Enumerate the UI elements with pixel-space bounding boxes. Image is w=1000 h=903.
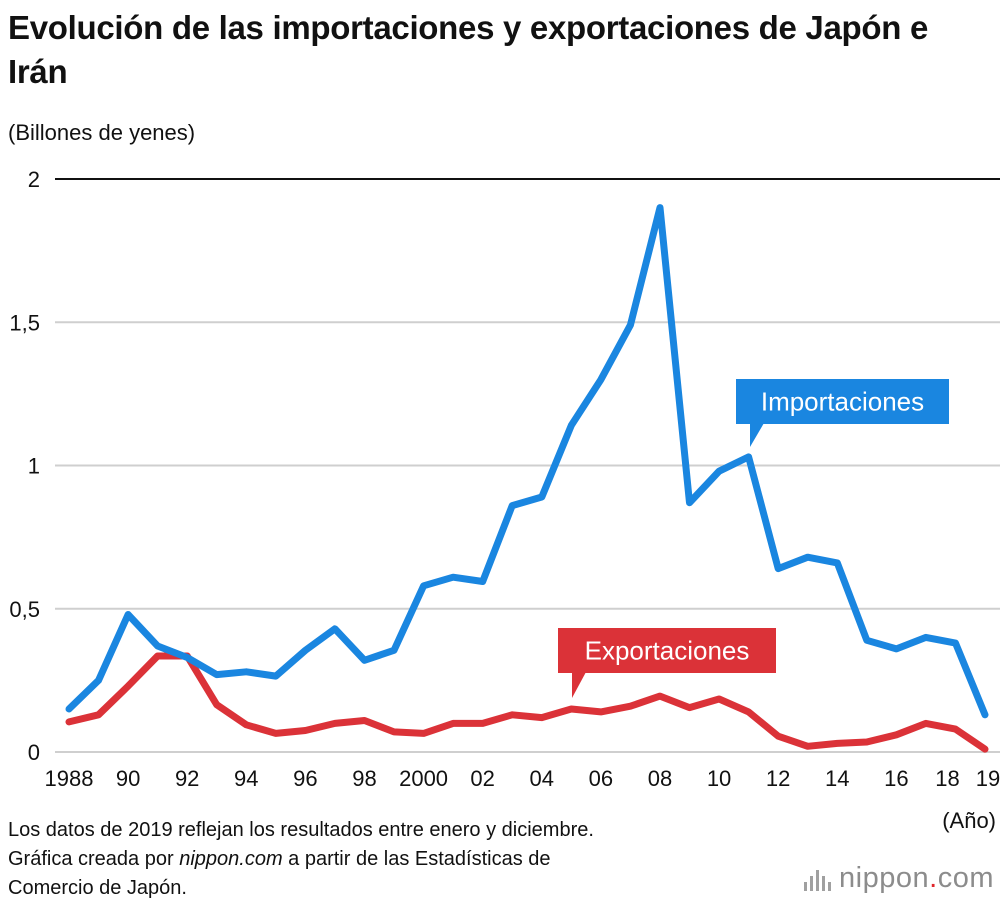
y-tick-label: 0 <box>28 740 40 765</box>
x-tick-label: 02 <box>470 766 494 791</box>
callout-label: Exportaciones <box>585 636 750 666</box>
series-line-exportaciones <box>65 652 989 753</box>
x-tick-label: 90 <box>116 766 140 791</box>
callout-importaciones: Importaciones <box>736 379 949 447</box>
logo-tld: com <box>937 861 994 894</box>
x-tick-label: 92 <box>175 766 199 791</box>
x-tick-label: 14 <box>825 766 849 791</box>
note-line-2: Gráfica creada por nippon.com a partir d… <box>8 845 594 874</box>
x-tick-label: 16 <box>884 766 908 791</box>
note-line-1: Los datos de 2019 reflejan los resultado… <box>8 819 594 841</box>
chart-notes: Los datos de 2019 reflejan los resultado… <box>8 816 594 903</box>
callout-tail <box>572 672 586 698</box>
x-tick-label: 12 <box>766 766 790 791</box>
callout-tail <box>750 423 764 447</box>
x-axis-unit-label: (Año) <box>942 808 996 833</box>
y-tick-label: 0,5 <box>9 597 40 622</box>
x-tick-label: 2000 <box>399 766 448 791</box>
x-tick-label: 04 <box>530 766 554 791</box>
note-prefix: Gráfica creada por <box>8 848 180 870</box>
x-tick-label: 06 <box>589 766 613 791</box>
y-tick-label: 1 <box>28 454 40 479</box>
x-tick-label: 1988 <box>45 766 94 791</box>
y-tick-label: 1,5 <box>9 310 40 335</box>
x-tick-label: 19 <box>976 766 1000 791</box>
logo-dot: . <box>929 861 938 894</box>
note-source: nippon.com <box>179 848 283 870</box>
y-tick-label: 2 <box>28 167 40 192</box>
callout-box <box>558 628 776 673</box>
x-tick-label: 18 <box>935 766 959 791</box>
series-line-importaciones <box>65 204 989 719</box>
note-line-3: Comercio de Japón. <box>8 877 187 899</box>
logo-bars-icon <box>804 865 832 891</box>
x-tick-label: 10 <box>707 766 731 791</box>
y-axis-unit-label: (Billones de yenes) <box>8 120 196 145</box>
chart-title: Evolución de las importaciones y exporta… <box>8 9 929 90</box>
callout-box <box>736 379 949 424</box>
logo-wordmark: nippon.com <box>839 862 994 895</box>
x-tick-label: 94 <box>234 766 258 791</box>
callout-exportaciones: Exportaciones <box>558 628 776 698</box>
callout-label: Importaciones <box>761 387 924 417</box>
x-tick-label: 08 <box>648 766 672 791</box>
x-tick-label: 98 <box>352 766 376 791</box>
x-tick-label: 96 <box>293 766 317 791</box>
nippon-logo: nippon.com <box>804 858 994 898</box>
logo-name: nippon <box>839 861 930 894</box>
note-suffix: a partir de las Estadísticas de <box>282 848 551 870</box>
